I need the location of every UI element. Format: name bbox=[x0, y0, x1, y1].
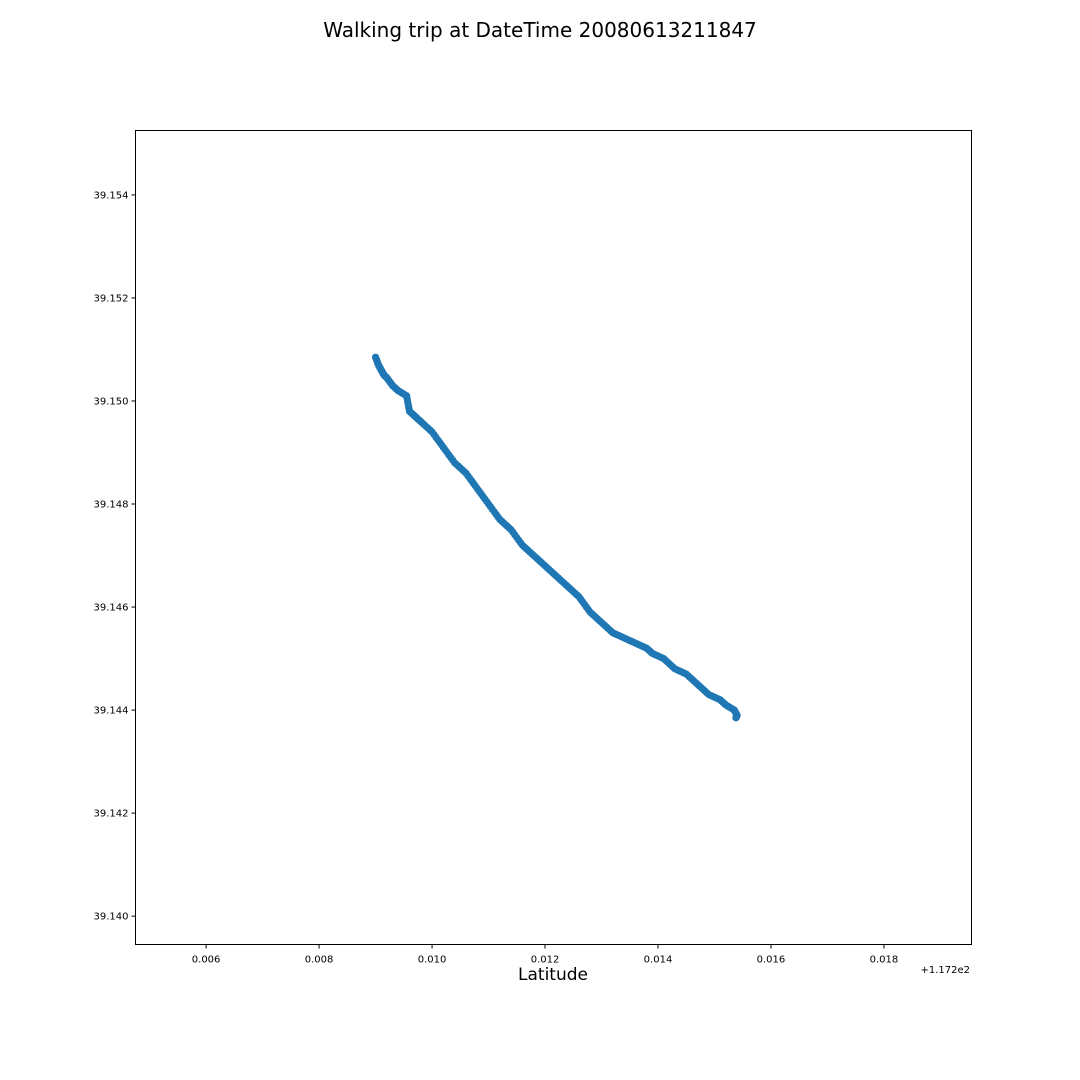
x-tick-label: 0.010 bbox=[418, 955, 447, 966]
y-tick-label: 39.140 bbox=[94, 912, 129, 923]
y-tick-label: 39.150 bbox=[94, 396, 129, 407]
y-tick-label: 39.144 bbox=[94, 706, 129, 717]
y-tick-label: 39.142 bbox=[94, 809, 129, 820]
data-point bbox=[732, 714, 740, 722]
x-tick-label: 0.012 bbox=[531, 955, 560, 966]
y-tick-label: 39.154 bbox=[94, 190, 129, 201]
x-tick-label: 0.018 bbox=[870, 955, 899, 966]
chart-title: Walking trip at DateTime 20080613211847 bbox=[323, 18, 757, 42]
plot-area bbox=[371, 353, 741, 722]
x-tick-label: 0.006 bbox=[192, 955, 221, 966]
x-tick-label: 0.014 bbox=[644, 955, 673, 966]
y-tick-label: 39.152 bbox=[94, 293, 129, 304]
x-axis-label: Latitude bbox=[518, 965, 588, 985]
y-axis: 39.140 39.142 39.144 39.146 39.148 39.150 39.1… bbox=[94, 190, 136, 923]
x-axis: 0.006 0.008 0.010 0.012 0.014 0.016 0.018 bbox=[192, 944, 899, 966]
y-tick-label: 39.146 bbox=[94, 603, 129, 614]
plot-frame bbox=[135, 130, 972, 945]
x-axis-offset-label: +1.172e2 bbox=[920, 965, 970, 976]
x-tick-label: 0.016 bbox=[757, 955, 786, 966]
x-tick-label: 0.008 bbox=[305, 955, 334, 966]
y-tick-label: 39.148 bbox=[94, 500, 129, 511]
